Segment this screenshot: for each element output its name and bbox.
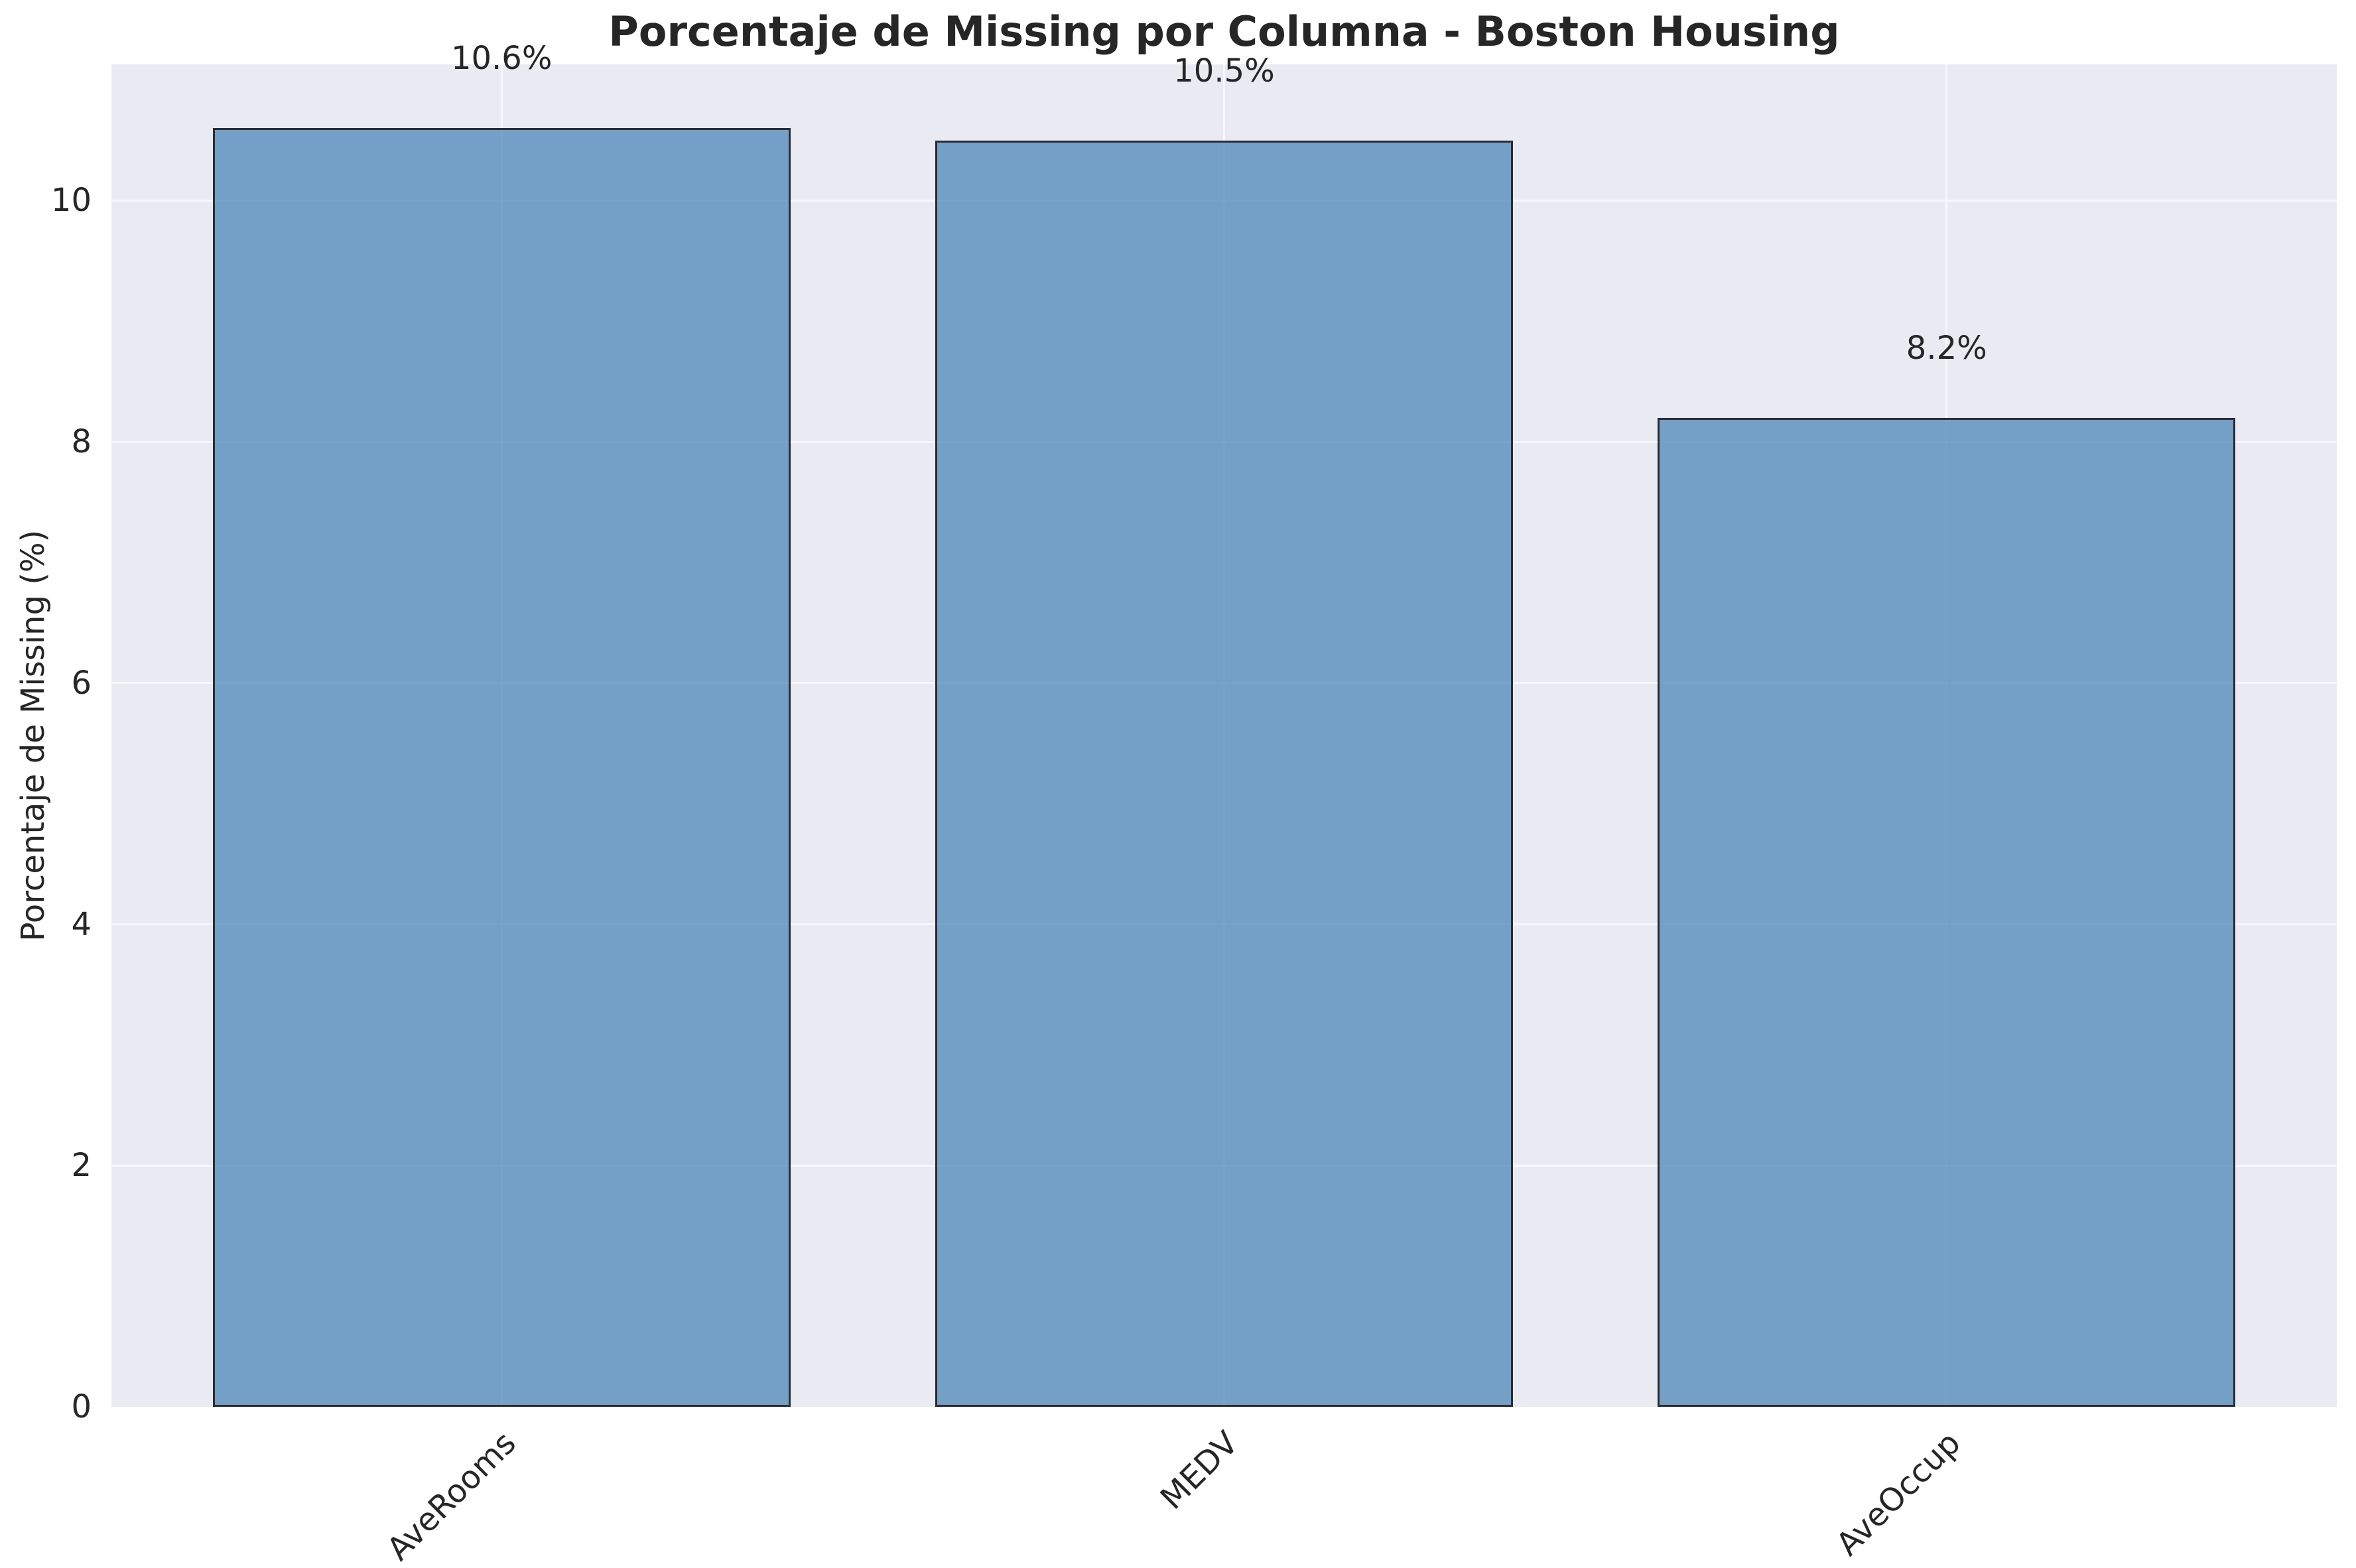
x-tick-label-AveOccup: AveOccup [1829,1424,1968,1563]
y-tick-label: 2 [71,1147,92,1185]
y-tick-label: 4 [71,905,92,943]
x-tick-label-AveRooms: AveRooms [379,1424,523,1568]
chart-title: Porcentaje de Missing por Columna - Bost… [608,7,1840,56]
y-tick-label: 10 [50,182,92,220]
plot-area [111,64,2337,1407]
bar-MEDV [935,140,1514,1407]
y-tick-label: 0 [71,1388,92,1425]
bar-value-label-AveRooms: 10.6% [450,40,553,78]
y-axis-label: Porcentaje de Missing (%) [15,529,52,942]
bar-AveOccup [1658,417,2236,1407]
x-tick-label-MEDV: MEDV [1153,1424,1246,1517]
bar-value-label-MEDV: 10.5% [1173,52,1275,90]
y-tick-label: 6 [71,664,92,702]
bar-AveRooms [212,128,791,1407]
bar-value-label-AveOccup: 8.2% [1906,329,1987,367]
y-tick-label: 8 [71,423,92,461]
